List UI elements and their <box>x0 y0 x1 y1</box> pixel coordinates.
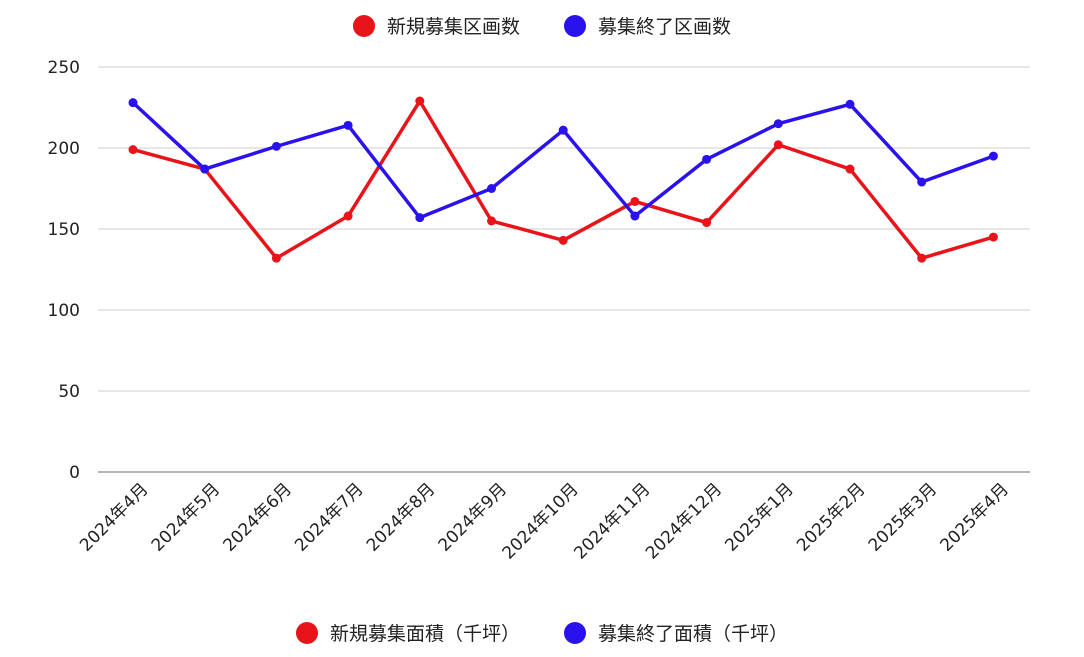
data-point <box>343 120 353 130</box>
x-tick-label: 2024年7月 <box>291 479 367 555</box>
legend-item-ended-units[interactable]: 募集終了区画数 <box>564 12 731 39</box>
data-point <box>845 99 855 109</box>
data-point <box>487 216 496 226</box>
x-tick-label: 2025年2月 <box>793 479 869 555</box>
y-tick-label: 50 <box>58 382 80 402</box>
x-tick-label: 2024年6月 <box>220 479 296 555</box>
data-point <box>845 164 855 174</box>
legend-label: 新規募集区画数 <box>386 16 520 38</box>
data-point <box>343 211 353 221</box>
x-tick-label: 2024年9月 <box>435 479 511 555</box>
legend-marker-red <box>295 621 318 644</box>
legend-item-ended-area[interactable]: 募集終了面積（千坪） <box>564 619 788 646</box>
data-point <box>271 141 281 151</box>
data-point <box>415 96 425 106</box>
data-point <box>702 218 712 228</box>
legend-item-new-units[interactable]: 新規募集区画数 <box>352 12 520 39</box>
data-point <box>630 196 640 206</box>
x-tick-label: 2025年1月 <box>721 479 797 555</box>
legend-marker-blue <box>564 14 586 37</box>
data-point <box>773 119 783 129</box>
x-tick-label: 2024年5月 <box>148 479 224 555</box>
data-point <box>630 211 640 221</box>
data-point <box>128 145 138 155</box>
data-point <box>415 213 425 223</box>
data-point <box>128 98 138 108</box>
data-point <box>917 253 927 263</box>
data-point <box>702 154 712 164</box>
legend-label: 募集終了面積（千坪） <box>598 623 789 645</box>
legend-label: 募集終了区画数 <box>598 16 732 38</box>
x-tick-label: 2024年11月 <box>570 479 654 563</box>
data-point <box>271 253 281 263</box>
y-tick-label: 0 <box>69 463 80 483</box>
x-tick-label: 2024年12月 <box>642 479 726 563</box>
y-tick-label: 100 <box>48 301 80 321</box>
y-tick-label: 150 <box>48 220 80 240</box>
y-tick-label: 200 <box>48 139 80 159</box>
x-tick-label: 2024年4月 <box>76 479 152 555</box>
series-line-2 <box>131 100 996 220</box>
x-tick-label: 2025年3月 <box>865 479 941 555</box>
data-point <box>200 164 210 174</box>
data-point <box>487 184 496 193</box>
y-tick-label: 250 <box>48 58 80 78</box>
data-point <box>917 177 927 187</box>
data-point <box>558 235 568 245</box>
data-point <box>988 232 998 242</box>
legend-label: 新規募集面積（千坪） <box>329 623 520 645</box>
series-line-1 <box>131 99 996 260</box>
legend-top: 新規募集区画数 募集終了区画数 <box>0 12 1084 39</box>
data-point <box>988 151 998 161</box>
legend-bottom: 新規募集面積（千坪） 募集終了面積（千坪） <box>0 619 1084 646</box>
x-tick-label: 2025年4月 <box>937 479 1013 555</box>
legend-marker-red <box>352 14 375 37</box>
legend-item-new-area[interactable]: 新規募集面積（千坪） <box>295 619 520 646</box>
data-point <box>773 140 783 150</box>
x-tick-label: 2024年8月 <box>363 479 439 555</box>
legend-marker-blue <box>564 621 586 644</box>
data-point <box>558 125 568 135</box>
x-tick-label: 2024年10月 <box>499 479 583 563</box>
